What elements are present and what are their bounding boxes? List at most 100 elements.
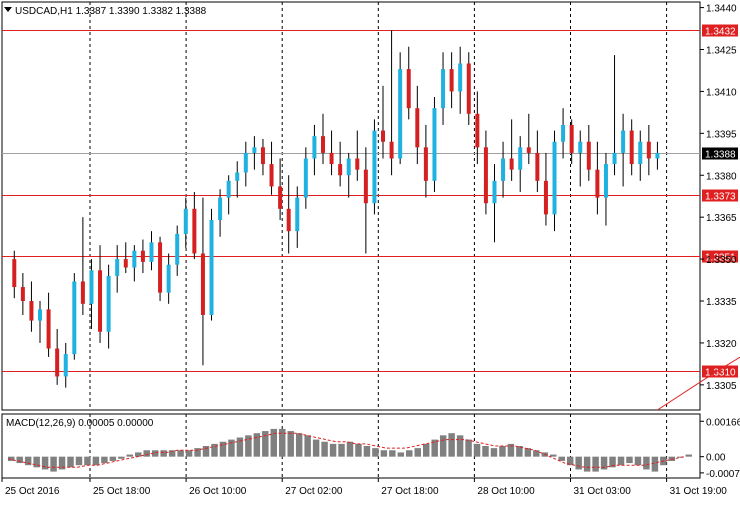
macd-histogram-bar	[236, 437, 244, 457]
macd-histogram-bar	[482, 446, 489, 457]
candle-body	[389, 141, 394, 159]
macd-histogram-bar	[211, 443, 218, 457]
y-tick-label: 1.3425	[706, 46, 737, 57]
candle-body	[98, 270, 103, 332]
candle-body	[535, 152, 540, 181]
macd-histogram-bar	[516, 446, 523, 457]
candle-body	[621, 130, 626, 153]
macd-histogram-bar	[245, 435, 252, 457]
candle-body	[132, 250, 137, 268]
macd-histogram-bar	[448, 433, 455, 457]
macd-histogram-bar	[24, 456, 32, 466]
candle-body	[355, 158, 360, 170]
main-chart-frame	[1, 1, 701, 411]
macd-histogram-bar	[617, 456, 625, 466]
x-tick-label: 27 Oct 18:00	[381, 486, 439, 497]
x-tick-label: 25 Oct 2016	[5, 486, 60, 497]
macd-histogram-bar	[287, 431, 294, 457]
macd-histogram-bar	[202, 446, 210, 457]
candle-body	[458, 63, 463, 92]
candle-body	[655, 152, 660, 159]
candle-body	[449, 69, 454, 92]
candle-body	[646, 141, 651, 159]
macd-histogram-bar	[151, 450, 159, 457]
candle-body	[492, 180, 497, 204]
macd-histogram-bar	[185, 450, 193, 457]
macd-histogram-bar	[397, 452, 405, 457]
dropdown-triangle-icon[interactable]	[4, 7, 12, 12]
price-level-tag	[702, 24, 738, 37]
candle-body	[226, 180, 231, 198]
candle-body	[501, 158, 506, 181]
candle-body	[415, 108, 420, 148]
x-tick-label: 25 Oct 18:00	[93, 486, 151, 497]
current-price-tag	[702, 147, 738, 160]
candle-body	[29, 301, 34, 321]
y-tick-label: 1.3320	[706, 339, 737, 350]
y-tick-label: 1.3365	[706, 213, 737, 224]
macd-histogram-bar	[126, 454, 134, 457]
candle-body	[38, 309, 43, 321]
candle-body	[638, 141, 643, 165]
candle-body	[569, 124, 574, 153]
candle-body	[166, 264, 171, 293]
macd-histogram-bar	[279, 428, 286, 457]
macd-histogram-bar	[338, 443, 345, 457]
candle-body	[278, 186, 283, 209]
x-tick-label: 31 Oct 19:00	[670, 486, 728, 497]
candle-body	[235, 172, 240, 181]
candle-body	[140, 250, 145, 262]
macd-histogram-bar	[270, 428, 278, 457]
macd-histogram-bar	[677, 456, 684, 458]
candle-body	[466, 63, 471, 114]
macd-histogram-bar	[50, 456, 57, 472]
macd-histogram-bar	[160, 450, 167, 457]
y-tick-label: 1.3440	[706, 4, 737, 15]
macd-histogram-bar	[473, 443, 481, 457]
macd-histogram-bar	[321, 441, 328, 457]
macd-histogram-bar	[16, 456, 23, 464]
macd-histogram-bar	[465, 439, 472, 457]
candle-body	[72, 281, 77, 355]
macd-histogram-bar	[583, 456, 591, 472]
candle-body	[561, 124, 566, 142]
y-tick-label: 1.3335	[706, 297, 737, 308]
macd-histogram-bar	[685, 454, 692, 457]
macd-histogram-bar	[346, 441, 354, 457]
candle-body	[175, 233, 180, 265]
candle-body	[586, 141, 591, 170]
candle-body	[603, 164, 608, 198]
macd-histogram-bar	[75, 456, 83, 466]
macd-histogram-bar	[533, 450, 540, 457]
macd-histogram-bar	[262, 431, 269, 457]
x-tick-label: 27 Oct 02:00	[285, 486, 343, 497]
macd-histogram-bar	[101, 456, 108, 464]
macd-histogram-bar	[600, 456, 608, 470]
y-tick-label: 1.3305	[706, 381, 737, 392]
candle-body	[441, 69, 446, 109]
candle-body	[123, 259, 128, 268]
candle-body	[381, 130, 386, 142]
candle-body	[423, 147, 428, 181]
macd-histogram-bar	[651, 456, 659, 472]
macd-histogram-bar	[118, 456, 125, 459]
candle-body	[372, 130, 377, 204]
macd-histogram-bar	[566, 456, 574, 466]
macd-histogram-bar	[643, 456, 650, 470]
y-tick-label: 1.3395	[706, 129, 737, 140]
candle-body	[612, 152, 617, 165]
candle-body	[252, 147, 257, 153]
macd-header-title: MACD(12,26,9) 0.00005 0.00000	[6, 418, 154, 429]
macd-histogram-bar	[389, 450, 396, 457]
candle-body	[192, 208, 197, 254]
candle-body	[338, 164, 343, 176]
candle-body	[526, 147, 531, 153]
price-level-tag	[702, 189, 738, 202]
candle-body	[578, 141, 583, 153]
price-level-tag-label: 1.3310	[705, 368, 736, 379]
macd-histogram-bar	[295, 433, 303, 457]
macd-histogram-bar	[414, 448, 421, 457]
candle-body	[286, 208, 291, 232]
macd-y-tick-label: 0.00166	[706, 417, 740, 428]
macd-histogram-bar	[626, 456, 633, 464]
